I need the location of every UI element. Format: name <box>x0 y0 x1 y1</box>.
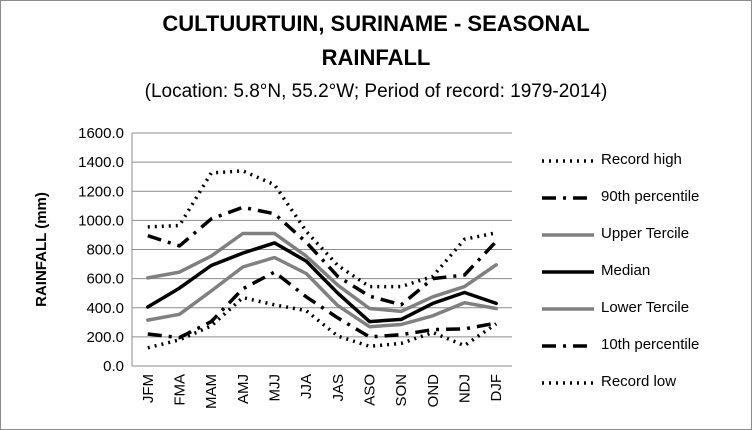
legend-label: 10th percentile <box>601 336 700 353</box>
y-tick-label: 200.0 <box>86 329 124 346</box>
series-line-record-low <box>147 295 498 350</box>
y-tick-label: 400.0 <box>86 300 124 317</box>
legend-label: Record high <box>601 151 682 168</box>
x-tick-label: JAS <box>330 374 347 402</box>
legend-label: Upper Tercile <box>601 225 690 242</box>
y-tick-label: 1600.0 <box>78 125 124 142</box>
legend-item: Record low <box>538 372 748 394</box>
legend-swatch <box>542 344 594 348</box>
legend-label: Lower Tercile <box>601 299 690 316</box>
x-tick-label: MJJ <box>267 374 284 402</box>
x-tick-label: FMA <box>172 374 189 406</box>
legend-item: 10th percentile <box>538 335 748 357</box>
x-tick-label: ASO <box>362 374 379 406</box>
chart-title-line1: CULTUURTUIN, SURINAME - SEASONAL <box>162 11 590 36</box>
x-tick-label: JFM <box>140 374 157 403</box>
y-tick-label: 0.0 <box>103 358 124 375</box>
x-tick-label: JJA <box>298 374 315 399</box>
y-tick-label: 800.0 <box>86 242 124 259</box>
chart-subtitle: (Location: 5.8°N, 55.2°W; Period of reco… <box>144 81 608 102</box>
legend-swatch <box>542 233 594 237</box>
chart-title-line2: RAINFALL <box>321 45 431 70</box>
legend-item: 90th percentile <box>538 187 748 209</box>
legend-swatch <box>542 381 594 385</box>
series-line-upper-tercile <box>146 231 498 314</box>
legend-swatch <box>542 159 594 163</box>
legend-swatch <box>542 270 594 274</box>
y-tick-label: 1000.0 <box>78 212 124 229</box>
legend-label: 90th percentile <box>601 188 700 205</box>
y-axis-title: RAINFALL (mm) <box>33 192 50 307</box>
series-line-lower-tercile <box>146 255 498 329</box>
y-tick-label: 1200.0 <box>78 183 124 200</box>
y-tick-label: 600.0 <box>86 271 124 288</box>
x-tick-label: AMJ <box>235 374 252 404</box>
series-line-90th-percentile <box>147 205 498 307</box>
legend-swatch <box>542 307 594 311</box>
legend-item: Record high <box>538 150 748 172</box>
legend-label: Median <box>601 262 651 279</box>
legend-item: Median <box>538 261 748 283</box>
legend-item: Upper Tercile <box>538 224 748 246</box>
legend-label: Record low <box>601 373 677 390</box>
series-line-10th-percentile <box>147 270 497 340</box>
legend-swatch <box>542 196 594 200</box>
x-tick-label: MAM <box>203 374 220 409</box>
legend-item: Lower Tercile <box>538 298 748 320</box>
series-line-median <box>146 241 498 324</box>
x-tick-label: SON <box>393 374 410 407</box>
x-tick-label: NDJ <box>457 374 474 403</box>
x-tick-label: DJF <box>488 374 505 402</box>
series-line-record-high <box>147 169 497 289</box>
x-tick-label: OND <box>425 374 442 408</box>
y-tick-label: 1400.0 <box>78 154 124 171</box>
